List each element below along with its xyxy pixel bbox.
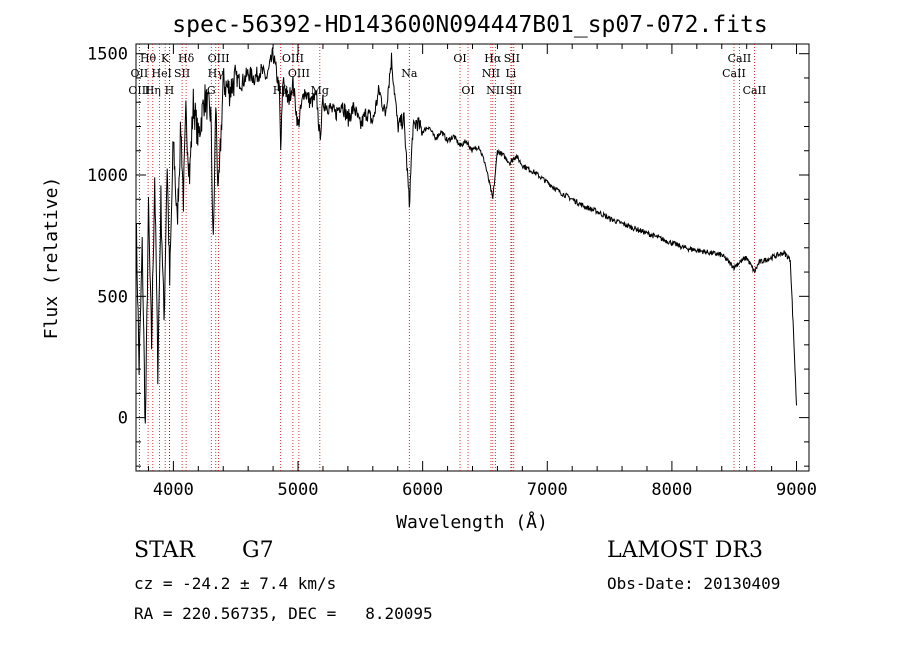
- line-label: OII: [131, 67, 149, 80]
- x-axis-label: Wavelength (Å): [396, 511, 548, 533]
- line-label: Hα: [484, 52, 502, 65]
- line-label: Hη: [145, 84, 161, 97]
- line-label: I: [167, 67, 171, 80]
- line-label: Hγ: [208, 67, 225, 80]
- object-subclass: G7: [242, 538, 274, 563]
- y-axis-label: Flux (relative): [41, 177, 62, 340]
- x-tick-label: 7000: [527, 480, 568, 500]
- chart-title: spec-56392-HD143600N094447B01_sp07-072.f…: [172, 12, 767, 38]
- line-label: NII: [482, 67, 500, 80]
- y-tick-label: 500: [97, 287, 128, 307]
- observation-date: Obs-Date: 20130409: [607, 574, 781, 593]
- redshift-velocity: cz = -24.2 ± 7.4 km/s: [134, 574, 337, 593]
- coordinates: RA = 220.56735, DEC = 8.20095: [134, 604, 433, 623]
- line-label: Hδ: [178, 52, 195, 65]
- line-label: Hθ: [140, 52, 157, 65]
- x-tick-label: 6000: [402, 480, 443, 500]
- object-class: STAR: [134, 538, 195, 563]
- spectral-line-markers: [138, 44, 755, 471]
- line-label: OI: [461, 84, 474, 97]
- line-label: G: [207, 84, 216, 97]
- survey-name: LAMOST DR3: [607, 538, 763, 563]
- line-label: Li: [505, 67, 516, 80]
- line-label: OIII: [288, 67, 310, 80]
- x-tick-label: 5000: [278, 480, 319, 500]
- y-tick-label: 0: [118, 409, 128, 429]
- y-tick-label: 1000: [87, 166, 128, 186]
- line-label: K: [161, 52, 170, 65]
- x-tick-label: 8000: [651, 480, 692, 500]
- x-tick-label: 9000: [776, 480, 817, 500]
- y-tick-label: 1500: [87, 45, 128, 65]
- line-label: CaII: [722, 67, 746, 80]
- line-label: He: [152, 67, 168, 80]
- x-axis-ticks: 4000 5000 6000 7000 8000 9000: [147, 44, 817, 500]
- line-label: CaII: [728, 52, 752, 65]
- line-label: SII: [504, 52, 520, 65]
- x-tick-label: 4000: [153, 480, 194, 500]
- line-label: OIII: [282, 52, 304, 65]
- line-label: H: [165, 84, 175, 97]
- line-label: SII: [506, 84, 522, 97]
- line-label: Na: [401, 67, 418, 80]
- line-label: OI: [453, 52, 466, 65]
- line-label: OIII: [128, 84, 150, 97]
- plot-frame: [135, 43, 810, 472]
- line-label: CaII: [743, 84, 767, 97]
- line-label: SII: [174, 67, 190, 80]
- line-label: NII: [486, 84, 504, 97]
- spectrum-series-line: [135, 47, 797, 424]
- line-label: OIII: [208, 52, 230, 65]
